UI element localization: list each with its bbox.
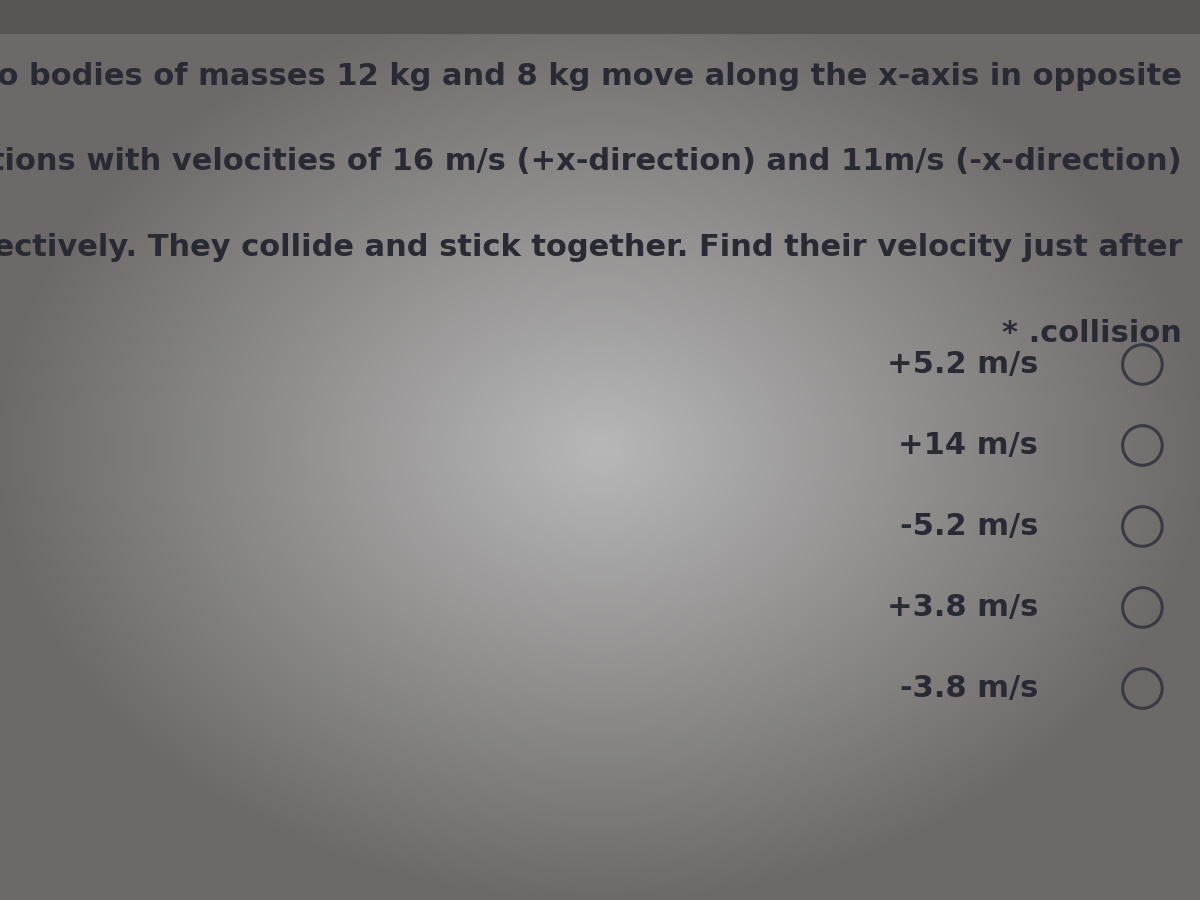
- Bar: [0, 0, 1200, 34]
- Text: -3.8 m/s: -3.8 m/s: [900, 674, 1038, 703]
- Text: -5.2 m/s: -5.2 m/s: [900, 512, 1038, 541]
- Text: * .collision: * .collision: [1002, 319, 1182, 347]
- Text: directions with velocities of 16 m/s (+x-direction) and 11m/s (-x-direction): directions with velocities of 16 m/s (+x…: [0, 148, 1182, 176]
- Text: +14 m/s: +14 m/s: [898, 431, 1038, 460]
- Text: respectively. They collide and stick together. Find their velocity just after: respectively. They collide and stick tog…: [0, 233, 1182, 262]
- Text: +3.8 m/s: +3.8 m/s: [887, 593, 1038, 622]
- Text: Two bodies of masses 12 kg and 8 kg move along the x-axis in opposite: Two bodies of masses 12 kg and 8 kg move…: [0, 62, 1182, 91]
- Text: +5.2 m/s: +5.2 m/s: [887, 350, 1038, 379]
